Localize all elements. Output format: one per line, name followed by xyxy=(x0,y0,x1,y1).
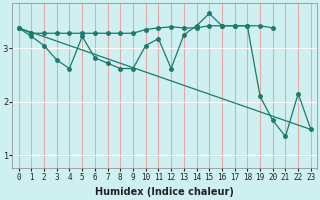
X-axis label: Humidex (Indice chaleur): Humidex (Indice chaleur) xyxy=(95,187,234,197)
